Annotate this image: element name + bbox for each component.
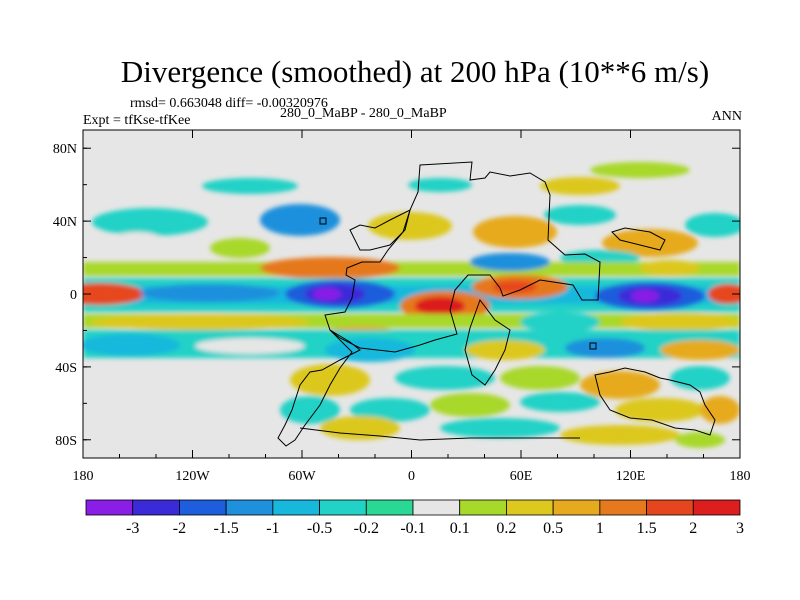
colorbar-label: -3 bbox=[126, 520, 139, 537]
colorbar-label: 0.2 bbox=[496, 520, 516, 537]
colorbar-label: -0.1 bbox=[400, 520, 425, 537]
colorbar-label: 0.1 bbox=[450, 520, 470, 537]
colorbar-label: 1 bbox=[596, 520, 604, 537]
x-tick-label: 120E bbox=[616, 469, 646, 484]
experiment-label: Expt = tfKse-tfKee bbox=[83, 113, 191, 128]
colorbar-swatch bbox=[365, 499, 414, 516]
colorbar: -3 -2 -1.5 -1 -0.5 -0.2 -0.1 0.1 0.2 0.5 1 1.5 2 3 bbox=[85, 499, 744, 537]
colorbar-label: -1 bbox=[266, 520, 279, 537]
y-tick-label: 80N bbox=[53, 142, 77, 157]
runs-label: 280_0_MaBP - 280_0_MaBP bbox=[280, 106, 447, 121]
y-tick-label: 40N bbox=[53, 215, 77, 230]
y-tick-label: 40S bbox=[55, 361, 77, 376]
chart-title: Divergence (smoothed) at 200 hPa (10**6 … bbox=[120, 54, 710, 89]
x-tick-label: 120W bbox=[175, 469, 210, 484]
y-axis: 80N 40N 0 40S 80S bbox=[53, 142, 740, 449]
x-tick-label: 180 bbox=[73, 469, 94, 484]
divergence-field bbox=[83, 161, 740, 448]
x-tick-label: 60E bbox=[510, 469, 533, 484]
colorbar-swatch bbox=[692, 499, 741, 516]
colorbar-swatch bbox=[646, 499, 694, 516]
colorbar-swatch bbox=[412, 499, 461, 516]
x-tick-label: 0 bbox=[408, 469, 415, 484]
colorbar-label: -2 bbox=[173, 520, 186, 537]
colorbar-swatch bbox=[272, 499, 320, 516]
colorbar-label: -0.2 bbox=[354, 520, 379, 537]
colorbar-swatch bbox=[319, 499, 367, 516]
colorbar-swatch bbox=[225, 499, 274, 516]
colorbar-swatch bbox=[599, 499, 647, 516]
colorbar-swatch bbox=[552, 499, 601, 516]
colorbar-label: 3 bbox=[736, 520, 744, 537]
stats-label: rmsd= 0.663048 diff= -0.00320976 bbox=[130, 96, 328, 111]
y-tick-label: 80S bbox=[55, 434, 77, 449]
colorbar-swatch bbox=[459, 499, 507, 516]
season-label: ANN bbox=[711, 109, 742, 124]
colorbar-label: 0.5 bbox=[543, 520, 563, 537]
colorbar-swatch bbox=[179, 499, 227, 516]
colorbar-label: -0.5 bbox=[307, 520, 332, 537]
continent-outlines bbox=[277, 161, 716, 447]
colorbar-label: 2 bbox=[689, 520, 697, 537]
colorbar-label: -1.5 bbox=[213, 520, 238, 537]
colorbar-swatch bbox=[132, 499, 180, 516]
x-tick-label: 180 bbox=[730, 469, 751, 484]
colorbar-label: 1.5 bbox=[637, 520, 657, 537]
y-tick-label: 0 bbox=[70, 288, 77, 303]
colorbar-swatch bbox=[85, 499, 134, 516]
x-axis: 180 120W 60W 0 60E 120E 180 bbox=[73, 130, 751, 484]
x-tick-label: 60W bbox=[288, 469, 316, 484]
colorbar-swatch bbox=[506, 499, 554, 516]
